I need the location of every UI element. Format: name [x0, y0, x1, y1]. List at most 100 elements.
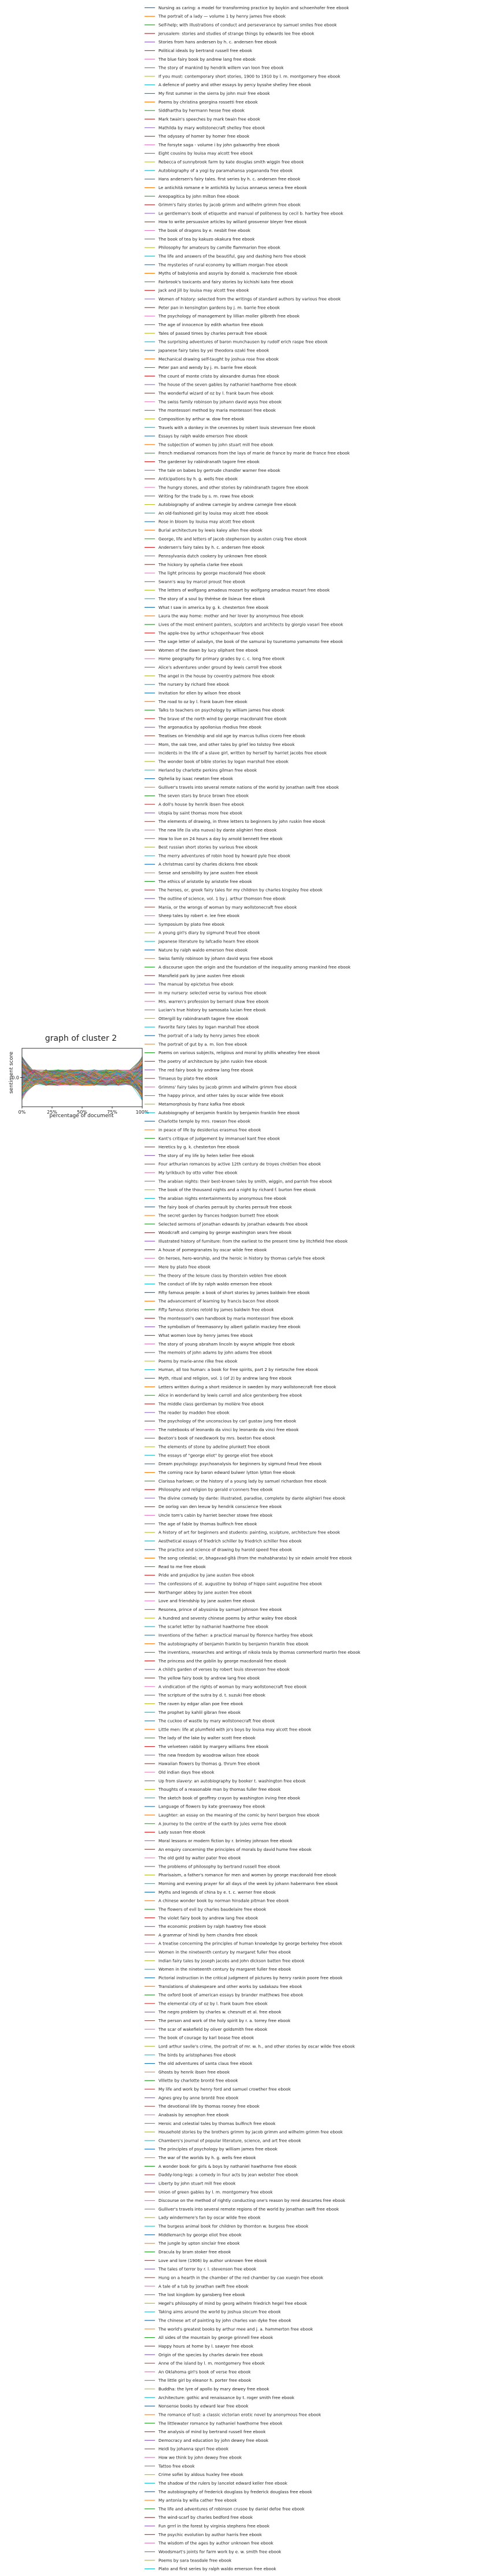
chart-title: graph of cluster 2 [45, 1034, 117, 1043]
legend-entry: Jack and jill by louisa may alcott free … [158, 288, 249, 293]
legend-entry: The story of a soul by thérèse de lisieu… [158, 596, 265, 601]
legend-entry: Mark twain's speeches by mark twain free… [158, 116, 261, 121]
legend-entry: The apple-tree by arthur schopenhauer fr… [158, 630, 264, 635]
legend-entry: The new life (la vita nuova) by dante al… [158, 827, 277, 833]
legend-entry: The seven stars by bruce brown free eboo… [158, 793, 249, 799]
legend-entry: The chinese art of painting by john char… [158, 2318, 291, 2323]
legend-entry: The manual by epictetus free ebook [158, 982, 234, 987]
legend-entry: Old indian days free ebook [158, 1769, 215, 1775]
legend-entry: The count of monte cristo by alexandre d… [158, 374, 280, 379]
legend-entry: Hung on a hearth in the chamber of the r… [158, 2275, 324, 2280]
legend-entry: Middlemarch by george eliot free ebook [158, 2232, 242, 2237]
legend-entry: Peter pan in kensington gardens by j. m.… [158, 305, 280, 310]
legend-entry: Ottergill by rabindranath tagore free eb… [158, 1016, 249, 1021]
legend-entry: The nursery by richard free ebook [158, 682, 230, 687]
legend-entry: Buddha: the lyre of apollo by mary dewey… [158, 2386, 269, 2392]
legend-entry: Japanese literature by lafcadio hearn fr… [158, 939, 259, 944]
legend-entry: The lady of the lake by walter scott fre… [158, 1735, 256, 1740]
series-line [21, 1060, 143, 1086]
legend-entry: The new freedom by woodrow wilson free e… [158, 1753, 260, 1758]
legend-entry: Fairbrook's toxicants and fairy stories … [158, 279, 294, 284]
legend-entry: Four arthurian romances by active 12th c… [158, 1162, 322, 1167]
legend-entry: Tales of passed times by charles perraul… [158, 331, 268, 336]
legend-entry: The reader by madden free ebook [158, 1410, 230, 1415]
legend-entry: A defence of poetry and other essays by … [158, 82, 312, 87]
legend-entry: The poetry of architecture by john ruski… [158, 1059, 268, 1064]
legend-entry: A hundred and seventy chinese poems by a… [158, 1616, 298, 1621]
legend-entry: The essays of "george eliot" by george e… [158, 1453, 274, 1458]
legend-entry: A discourse upon the origin and the foun… [158, 964, 351, 970]
legend-entry: The elements of stone by adeline plunket… [158, 1444, 271, 1450]
legend-entry: Morning and evening prayer for all days … [158, 1881, 338, 1886]
legend-entry: Translations of shakespeare and other wo… [158, 1984, 302, 1989]
legend-entry: Philosophy and religion by gerald o'conn… [158, 1487, 274, 1492]
series-line [21, 1071, 143, 1086]
legend-entry: The blue fairy book by andrew lang free … [158, 57, 256, 62]
legend-entry: The subjection of women by john stuart m… [158, 442, 274, 447]
legend-entry: Andersen's fairy tales by h. c. andersen… [158, 545, 265, 550]
legend-entry: How we think by john dewey free ebook [158, 2455, 242, 2460]
legend-entry: Sheep tales by robert e. lee free ebook [158, 913, 240, 918]
legend-entry: The tale on babes by gertrude chandler w… [158, 468, 281, 473]
legend-entry: The brave of the north wind by george ma… [158, 716, 287, 721]
legend-entry: Areopagitica by john milton free ebook [158, 194, 240, 199]
legend-entry: The story of my life by helen keller fre… [158, 1153, 255, 1158]
legend-entry: Little men: life at plumfield with jo's … [158, 1727, 312, 1732]
legend-entry: The birds by aristophanes free ebook [158, 2052, 237, 2057]
legend-entry: A young girl's diary by sigmund freud fr… [158, 930, 261, 936]
legend-entry: Anticipations by h. g. wells free ebook [158, 476, 238, 482]
legend-entry: Writing for the trade by s. m. rowe free… [158, 493, 254, 498]
legend-entry: Ophelia by isaac newton free ebook [158, 776, 234, 781]
legend-entry: Pride and prejudice by jane austen free … [158, 1573, 255, 1578]
legend-entry: The tales of terror by r. l. stevenson f… [158, 2267, 257, 2272]
legend-entry: The coming race by baron edward bulwer l… [158, 1470, 296, 1475]
series-line [21, 1069, 143, 1082]
legend-entry: The heroes, or, greek fairy tales for my… [158, 888, 323, 893]
legend-entry: The negro problem by charles w. chesnutt… [158, 2009, 282, 2015]
legend-entry: Timaeus by plato free ebook [158, 1076, 218, 1081]
legend-entry: Read to me free ebook [158, 1564, 206, 1569]
legend-entry: The story of mankind by hendrik willem v… [158, 65, 284, 71]
legend-entry: What women love by henry james free eboo… [158, 1333, 253, 1338]
legend-entry: The surprising adventures of baron munch… [158, 339, 328, 345]
legend-entry: The analysis of mind by bertrand russell… [158, 2429, 266, 2434]
legend-entry: Autobiography of a yogi by paramahansa y… [158, 168, 293, 173]
legend-entry: Nonsense books by edward lear free ebook [158, 2404, 249, 2409]
legend-entry: Illustrated history of furniture: from t… [158, 1239, 348, 1244]
legend-entry: Daddy-long-legs: a comedy in four acts b… [158, 2172, 299, 2178]
legend-entry: All sides of the mountain by george grin… [158, 2335, 274, 2340]
legend-entry: Burial architecture by lewis kaley allen… [158, 528, 263, 533]
legend-entry: The life and answers of the beautiful, g… [158, 253, 306, 258]
legend-entry: The letters of wolfgang amadeus mozart b… [158, 587, 330, 593]
legend-entry: The arabian nights entertainments by ano… [158, 1196, 287, 1201]
legend-entry: The raven by edgar allan poe free ebook [158, 1701, 243, 1706]
legend-entry: If you must: contemporary short stories,… [158, 73, 341, 79]
legend-entry: Laughter: an essay on the meaning of the… [158, 1813, 320, 1818]
legend-entry: Poems by marie-anne rilke free ebook [158, 1358, 238, 1363]
legend-entry: Hawaiian flowers by thomas g. thrum free… [158, 1761, 260, 1766]
legend-entry: Gulliver's travels into several remote n… [158, 785, 339, 790]
legend-entry: The red fairy book by andrew lang free e… [158, 1067, 254, 1073]
legend-entry: A history of art for beginners and stude… [158, 1530, 341, 1535]
legend-entry: Chambers's journal of popular literature… [158, 2138, 301, 2143]
legend-entry: Agnes grey by anne brontë free ebook [158, 2095, 239, 2100]
legend-entry: Lives of the most eminent painters, scul… [158, 622, 343, 627]
legend-entry: A treatise concerning the principles of … [158, 1941, 343, 1946]
legend-entry: The hungry stones, and other stories by … [158, 485, 309, 490]
legend-entry: Fifty famous stories retold by james bal… [158, 1307, 274, 1313]
legend-entry: Rebecca of sunnybrook farm by kate dougl… [158, 160, 304, 165]
legend-entry: Peter pan and wendy by j. m. barrie free… [158, 365, 257, 370]
legend-entry: The forsyte saga - volume i by john gals… [158, 142, 280, 147]
legend-entry: The story of young abraham lincoln by wa… [158, 1341, 295, 1347]
legend-entry: The yellow fairy book by andrew lang fre… [158, 1676, 260, 1681]
legend-entry: The montessori method by maria montessor… [158, 408, 276, 413]
legend-entry: Women in the nineteenth century by marga… [158, 1967, 291, 1972]
legend-entry: The littlewater romance by nathaniel haw… [158, 2420, 283, 2426]
legend-entry: Union of green gables by l. m. montgomer… [158, 2189, 273, 2194]
legend-entry: Villette by charlotte brontë free ebook [158, 2078, 238, 2083]
legend-entry: Best russian short stories by various fr… [158, 845, 258, 850]
legend-entry: A vindication of the rights of woman by … [158, 1684, 307, 1689]
legend-entry: Lady susan free ebook [158, 1830, 206, 1835]
legend-entry: Gulliver's travels into several remote r… [158, 2207, 339, 2212]
